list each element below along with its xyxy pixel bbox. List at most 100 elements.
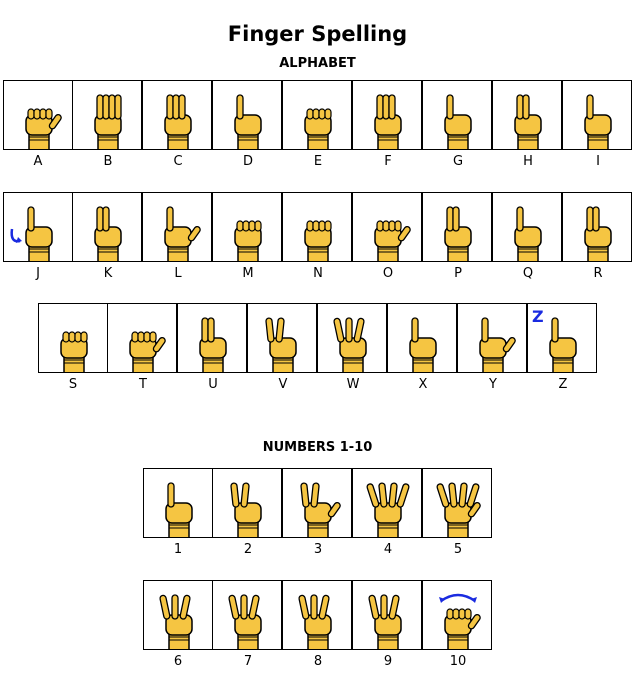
sign-label: T [139, 377, 147, 392]
sign-box [247, 303, 317, 373]
numbers-heading: NUMBERS 1-10 [262, 440, 373, 455]
m-fist-icon [234, 220, 262, 261]
sign-cell: 4 [352, 468, 423, 557]
sign-label: I [596, 154, 600, 169]
sign-cell: 3 [282, 468, 353, 557]
sign-box [212, 468, 282, 538]
sign-cell: V [247, 303, 318, 392]
sign-cell: 6 [143, 580, 213, 669]
four-hand-icon [366, 482, 410, 537]
sign-cell: D [212, 80, 283, 169]
sign-label: 7 [243, 654, 253, 669]
sign-box [107, 303, 177, 373]
sign-cell: X [387, 303, 458, 392]
sign-box [212, 80, 282, 150]
sign-cell: K [72, 192, 143, 281]
sign-cell: L [142, 192, 213, 281]
sign-box [562, 80, 632, 150]
sign-cell: S [38, 303, 108, 392]
sign-box [352, 80, 422, 150]
alphabet-heading: ALPHABET [279, 56, 356, 71]
sign-label: Q [522, 266, 534, 281]
three-fingers-spread-icon [333, 317, 367, 372]
c-curve-hand-icon [164, 94, 192, 149]
sign-label: U [208, 377, 218, 392]
one-hand-icon [165, 482, 193, 537]
flat-hand-icon [94, 94, 122, 149]
sign-box [352, 192, 422, 262]
sign-box [142, 80, 212, 150]
numbers-row-2: 6 7 8 9 10 [143, 580, 493, 669]
bent-fingers-icon [304, 108, 332, 149]
sign-cell: 10 [422, 580, 493, 669]
sign-cell: A [3, 80, 73, 169]
ten-shake-icon [439, 593, 481, 649]
sign-box [387, 303, 457, 373]
sign-cell: R [562, 192, 633, 281]
sign-box: Z [527, 303, 597, 373]
sign-box [282, 468, 352, 538]
sign-label: B [103, 154, 113, 169]
sign-cell: F [352, 80, 423, 169]
fist-thumb-side-icon [25, 108, 62, 149]
sign-cell: I [562, 80, 633, 169]
sign-label: 1 [173, 542, 183, 557]
sign-label: E [313, 154, 323, 169]
pinky-j-motion-icon [10, 206, 53, 261]
sign-label: G [452, 154, 464, 169]
five-hand-icon [436, 482, 481, 537]
sign-label: R [593, 266, 603, 281]
sign-label: D [242, 154, 253, 169]
sign-box [142, 192, 212, 262]
k-hand-icon [94, 206, 122, 261]
sign-box [143, 580, 213, 650]
nine-hand-icon [368, 594, 402, 649]
eight-hand-icon [298, 594, 332, 649]
sign-cell: H [492, 80, 563, 169]
sign-label: M [242, 266, 254, 281]
v-hand-icon [265, 317, 297, 372]
sign-cell: J [3, 192, 73, 281]
sign-label: 2 [243, 542, 253, 557]
sign-cell: 9 [352, 580, 423, 669]
sign-label: Z [558, 377, 568, 392]
sign-label: V [278, 377, 288, 392]
page-title: Finger Spelling [227, 22, 408, 46]
sign-cell: W [317, 303, 388, 392]
sign-cell: E [282, 80, 353, 169]
sign-cell: 5 [422, 468, 493, 557]
sign-cell: 2 [212, 468, 283, 557]
sign-cell: C [142, 80, 213, 169]
two-fingers-together-icon [199, 317, 227, 372]
sign-cell: P [422, 192, 493, 281]
sign-box [422, 192, 492, 262]
sign-label: 10 [449, 654, 467, 669]
index-up-icon [234, 94, 262, 149]
hooked-index-icon [409, 317, 437, 372]
sign-box [492, 80, 562, 150]
sign-label: 4 [383, 542, 393, 557]
three-hand-icon [300, 482, 341, 537]
sign-label: 6 [173, 654, 183, 669]
sign-label: W [346, 377, 360, 392]
seven-hand-icon [228, 594, 262, 649]
point-sideways-icon [444, 94, 472, 149]
sign-box [422, 580, 492, 650]
s-fist-icon [60, 331, 88, 372]
sign-box [72, 192, 142, 262]
sign-label: H [523, 154, 533, 169]
n-fist-icon [304, 220, 332, 261]
sign-box [352, 468, 422, 538]
six-hand-icon [159, 594, 193, 649]
sign-label: S [68, 377, 78, 392]
sign-label: C [173, 154, 183, 169]
sign-cell: O [352, 192, 423, 281]
sign-box [282, 80, 352, 150]
sign-box [492, 192, 562, 262]
y-hand-icon [479, 317, 516, 372]
sign-box [3, 80, 73, 150]
alphabet-row-2: J K L M N O P Q R [3, 192, 633, 281]
sign-box [282, 580, 352, 650]
